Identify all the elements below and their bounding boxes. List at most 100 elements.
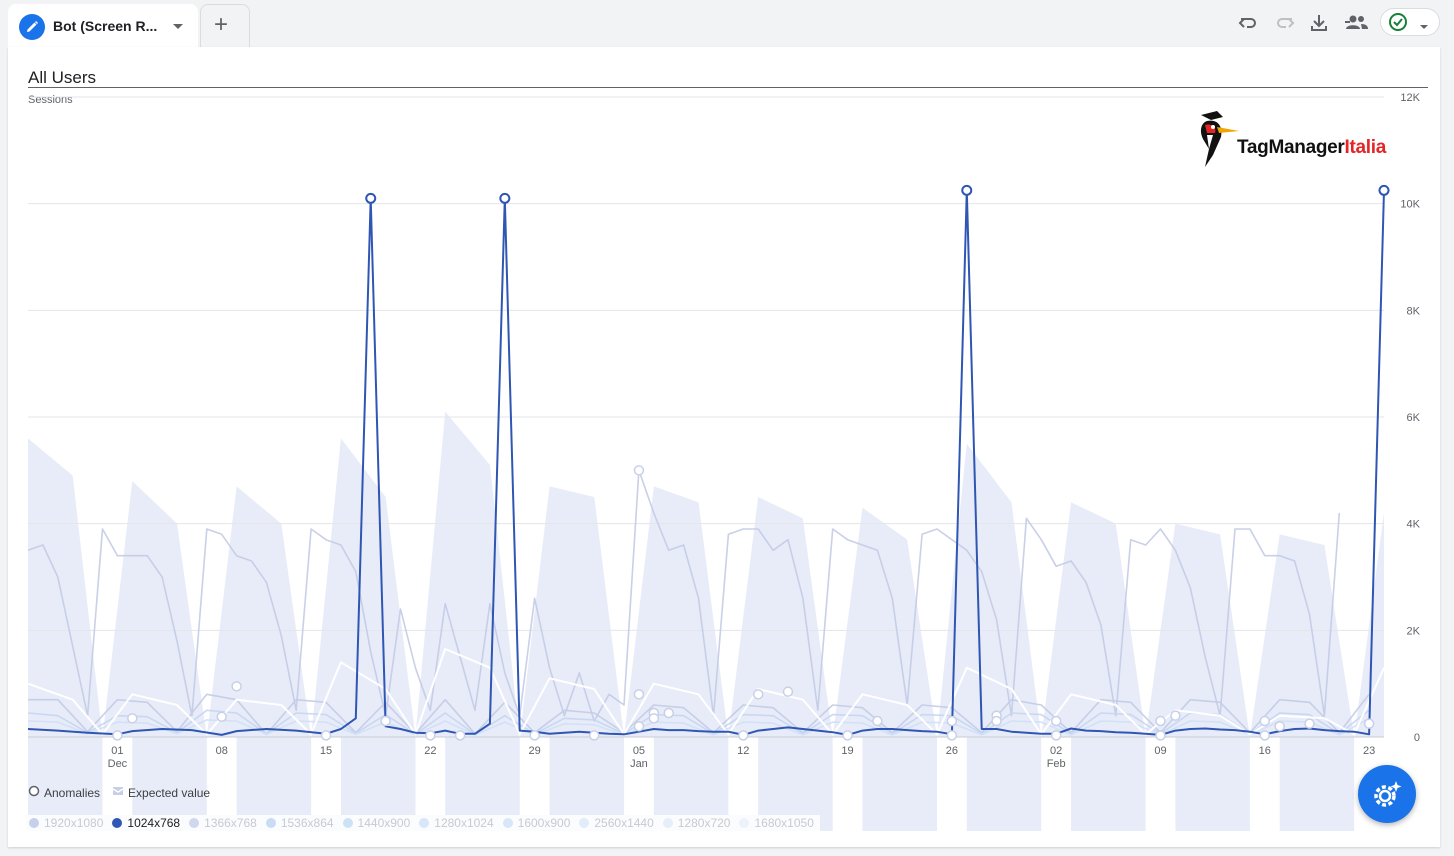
anomaly-marker bbox=[425, 730, 436, 741]
plus-icon: + bbox=[214, 11, 229, 38]
series-toggle-label: 1366x768 bbox=[204, 816, 257, 830]
legend-anomalies[interactable]: Anomalies bbox=[28, 785, 100, 800]
series-line-1024x768 bbox=[27, 189, 1385, 736]
download-icon[interactable] bbox=[1306, 10, 1332, 36]
series-toggle[interactable]: 1366x768 bbox=[186, 815, 263, 831]
anomaly-marker bbox=[648, 713, 660, 724]
series-color-dot bbox=[739, 818, 750, 828]
x-tick-label: 29 bbox=[529, 745, 541, 757]
anomaly-marker bbox=[1259, 715, 1271, 727]
chart-title: All Users bbox=[28, 68, 97, 87]
report-tab[interactable]: Bot (Screen R... bbox=[8, 4, 198, 48]
series-toggle-label: 1440x900 bbox=[357, 816, 411, 830]
series-toggle-label: 1680x1050 bbox=[754, 816, 814, 830]
redo-icon[interactable] bbox=[1272, 10, 1298, 36]
anomaly-marker bbox=[320, 730, 332, 741]
anomaly-marker bbox=[633, 721, 645, 732]
anomaly-marker bbox=[1363, 718, 1375, 729]
series-toggle-label: 1920x1080 bbox=[44, 816, 104, 830]
logo-text-accent: Italia bbox=[1344, 137, 1387, 158]
anomaly-marker bbox=[231, 681, 242, 692]
series-selector: 1920x1080 1024x768 1366x768 1536x864 1440x90… bbox=[26, 815, 820, 831]
tab-label: Bot (Screen R... bbox=[53, 18, 158, 34]
y-tick-label: 8K bbox=[1407, 305, 1421, 317]
anomaly-marker bbox=[663, 707, 674, 719]
anomaly-marker bbox=[529, 730, 540, 741]
series-toggle-label: 1600x900 bbox=[517, 816, 571, 830]
y-tick-label: 10K bbox=[1400, 199, 1420, 211]
series-toggle[interactable]: 1600x900 bbox=[500, 815, 577, 831]
anomaly-marker bbox=[842, 730, 853, 741]
expected-band-lower bbox=[862, 737, 937, 831]
anomaly-marker bbox=[127, 713, 138, 724]
x-tick-label: 01 bbox=[111, 745, 123, 757]
chart-legend: Anomalies Expected value bbox=[28, 785, 210, 800]
anomaly-marker bbox=[946, 730, 958, 741]
series-color-dot bbox=[189, 818, 200, 828]
anomaly-marker bbox=[1259, 730, 1271, 741]
anomaly-marker bbox=[1050, 730, 1062, 741]
series-line-1536x864 bbox=[27, 709, 1370, 736]
insights-fab-button[interactable] bbox=[1358, 765, 1416, 823]
series-color-dot bbox=[29, 818, 39, 828]
series-toggle-label: 1280x1024 bbox=[434, 816, 494, 830]
share-icon[interactable] bbox=[1342, 10, 1368, 36]
undo-icon[interactable] bbox=[1235, 10, 1261, 36]
x-tick-label: 02 bbox=[1050, 745, 1062, 757]
series-toggle[interactable]: 1536x864 bbox=[263, 815, 340, 831]
series-toggle[interactable]: 2560x1440 bbox=[576, 815, 659, 831]
series-toggle-label: 2560x1440 bbox=[594, 816, 654, 830]
x-tick-sublabel: Jan bbox=[630, 758, 648, 770]
series-toggle[interactable]: 1920x1080 bbox=[26, 815, 109, 831]
series-color-dot bbox=[265, 818, 276, 828]
series-line-1920x1080 bbox=[27, 469, 1341, 722]
y-tick-label: 2K bbox=[1407, 625, 1421, 637]
y-tick-label: 0 bbox=[1414, 732, 1420, 744]
legend-expected-label: Expected value bbox=[128, 785, 211, 800]
x-tick-label: 19 bbox=[841, 745, 853, 757]
anomaly-marker bbox=[1155, 715, 1166, 727]
series-line-1440x900 bbox=[27, 717, 1370, 736]
series-toggle-label: 1024x768 bbox=[127, 816, 181, 830]
anomaly-marker bbox=[588, 730, 600, 741]
anomaly-marker-primary bbox=[961, 184, 973, 196]
title-divider bbox=[28, 87, 1428, 88]
anomaly-marker bbox=[1050, 715, 1062, 727]
anomaly-marker bbox=[872, 715, 883, 727]
anomaly-marker bbox=[1170, 710, 1181, 721]
anomaly-marker bbox=[752, 689, 764, 700]
x-tick-label: 08 bbox=[216, 745, 228, 757]
y-tick-label: 4K bbox=[1407, 519, 1421, 531]
series-toggle[interactable]: 1440x900 bbox=[340, 815, 417, 831]
series-toggle[interactable]: 1280x720 bbox=[660, 815, 737, 831]
anomaly-marker-icon bbox=[28, 785, 40, 800]
series-color-dot bbox=[419, 818, 430, 828]
pencil-icon[interactable] bbox=[19, 14, 45, 40]
dropdown-caret-icon bbox=[1419, 18, 1429, 36]
anomaly-marker bbox=[216, 711, 227, 722]
anomaly-marker bbox=[946, 715, 958, 727]
y-tick-label: 12K bbox=[1400, 92, 1420, 104]
series-toggle[interactable]: 1280x1024 bbox=[416, 815, 499, 831]
status-button[interactable] bbox=[1380, 8, 1440, 36]
series-color-dot bbox=[579, 818, 590, 828]
anomaly-marker bbox=[454, 730, 466, 741]
x-tick-label: 22 bbox=[424, 745, 436, 757]
add-tab-button[interactable]: + bbox=[200, 4, 250, 48]
anomaly-marker bbox=[112, 730, 123, 741]
series-toggle[interactable]: 1680x1050 bbox=[736, 815, 819, 831]
series-toggle-label: 1536x864 bbox=[280, 816, 334, 830]
legend-expected-value[interactable]: Expected value bbox=[112, 785, 210, 800]
top-bar: Bot (Screen R... + bbox=[0, 0, 1454, 48]
anomaly-marker-primary bbox=[499, 192, 511, 204]
chart-card: All Users Sessions 0 2K 4K 6K 8K 10K 12K 01 Dec 0… bbox=[8, 47, 1440, 847]
logo-text-main: TagManager bbox=[1237, 137, 1345, 158]
series-color-dot bbox=[662, 818, 673, 828]
x-tick-label: 23 bbox=[1363, 745, 1375, 757]
x-tick-label: 16 bbox=[1259, 745, 1271, 757]
series-toggle[interactable]: 1024x768 bbox=[109, 815, 186, 831]
expected-band-lower bbox=[1071, 737, 1146, 831]
expected-value-band bbox=[28, 411, 1384, 737]
series-line-1366x768 bbox=[28, 693, 1370, 736]
x-tick-label: 05 bbox=[633, 745, 645, 757]
